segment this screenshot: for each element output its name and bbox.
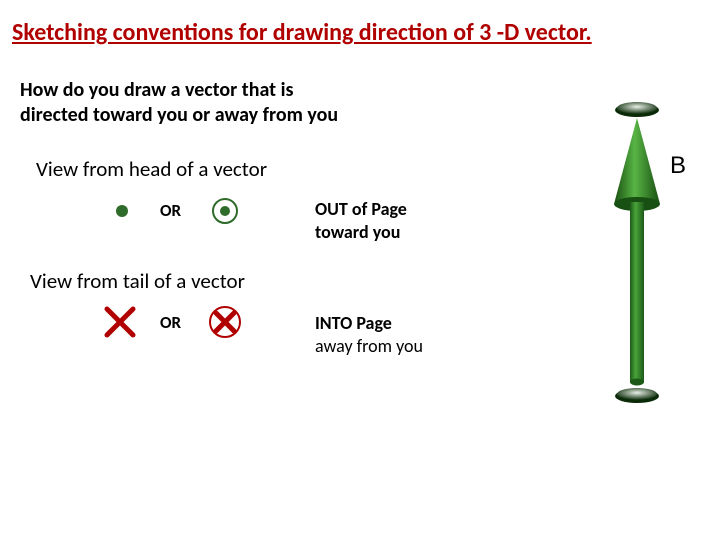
tail-desc-line2: away from you	[315, 335, 423, 357]
tail-or-label: OR	[160, 312, 181, 333]
question-text: How do you draw a vector that is directe…	[20, 78, 338, 128]
head-dot-circle-icon	[210, 196, 240, 226]
b-label: B	[670, 152, 686, 180]
page-title: Sketching conventions for drawing direct…	[12, 18, 592, 47]
head-desc-line1: OUT of Page	[315, 198, 407, 220]
head-dot-icon	[112, 201, 132, 221]
question-line2: directed toward you or away from you	[20, 103, 338, 127]
head-desc-line2: toward you	[315, 221, 400, 243]
head-desc: OUT of Page toward you	[315, 198, 407, 243]
arrow-3d-icon	[612, 96, 662, 406]
tail-section-label: View from tail of a vector	[30, 268, 245, 294]
tail-desc-line1: INTO Page	[315, 312, 392, 334]
question-line1: How do you draw a vector that is	[20, 78, 294, 102]
tail-cross-icon	[102, 304, 138, 340]
tail-desc: INTO Page away from you	[315, 312, 423, 357]
tail-cross-circle-icon	[206, 303, 244, 341]
head-section-label: View from head of a vector	[36, 156, 267, 182]
head-or-label: OR	[160, 200, 181, 221]
